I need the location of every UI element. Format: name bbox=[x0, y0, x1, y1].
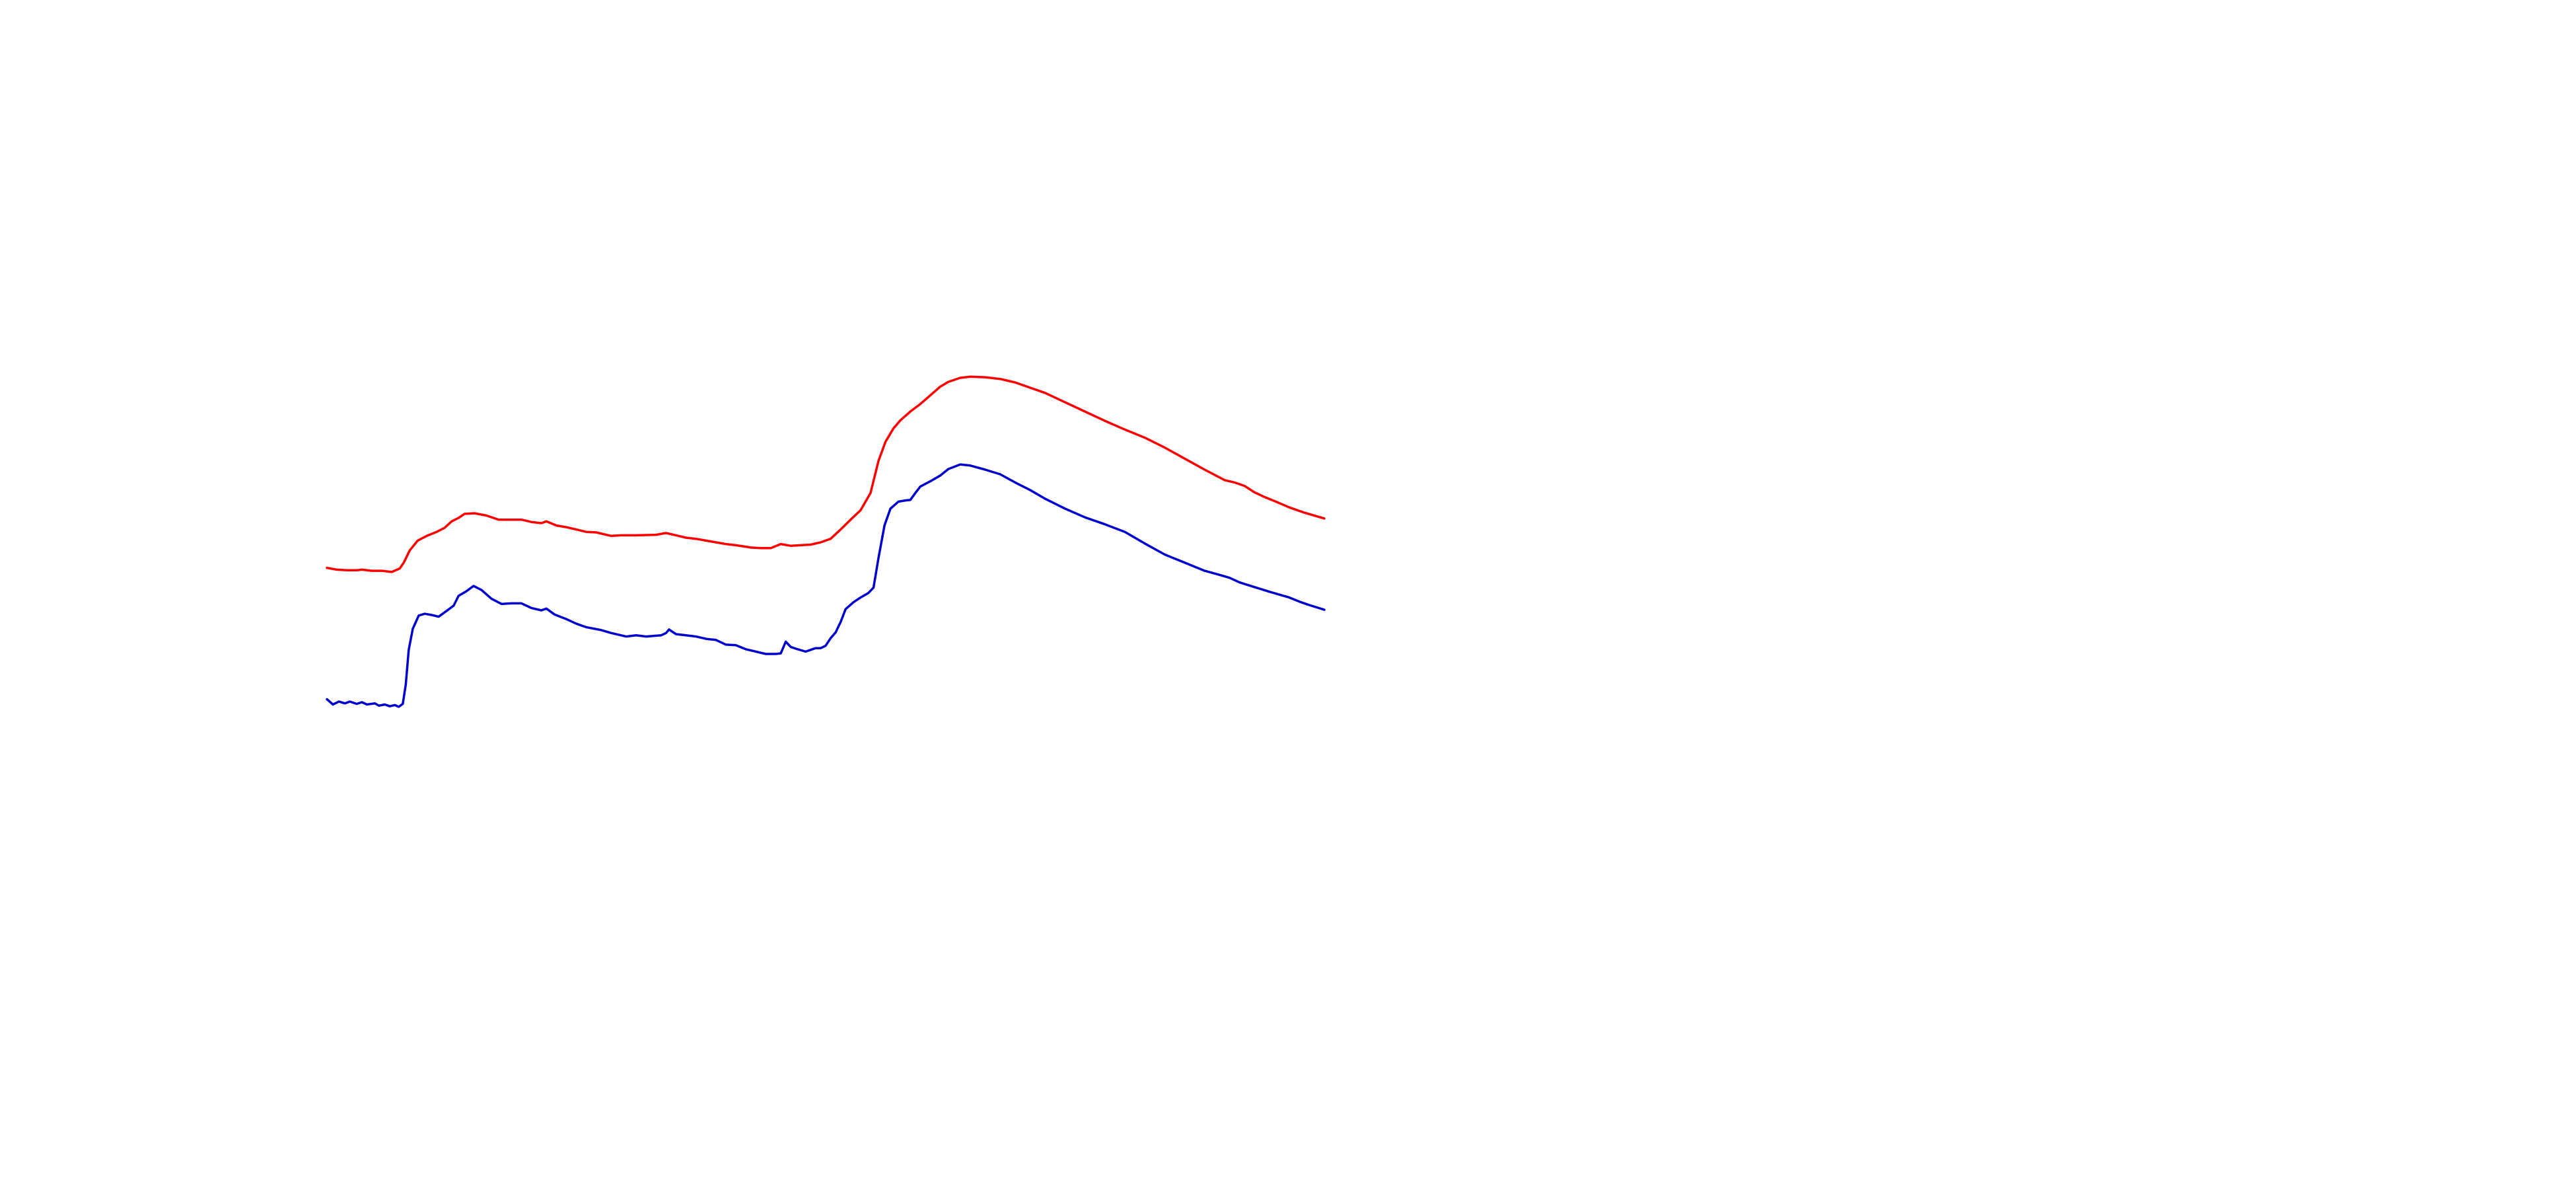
series-line-2 bbox=[326, 463, 1326, 708]
series-line-1 bbox=[326, 375, 1326, 573]
plot-area bbox=[326, 375, 1326, 708]
